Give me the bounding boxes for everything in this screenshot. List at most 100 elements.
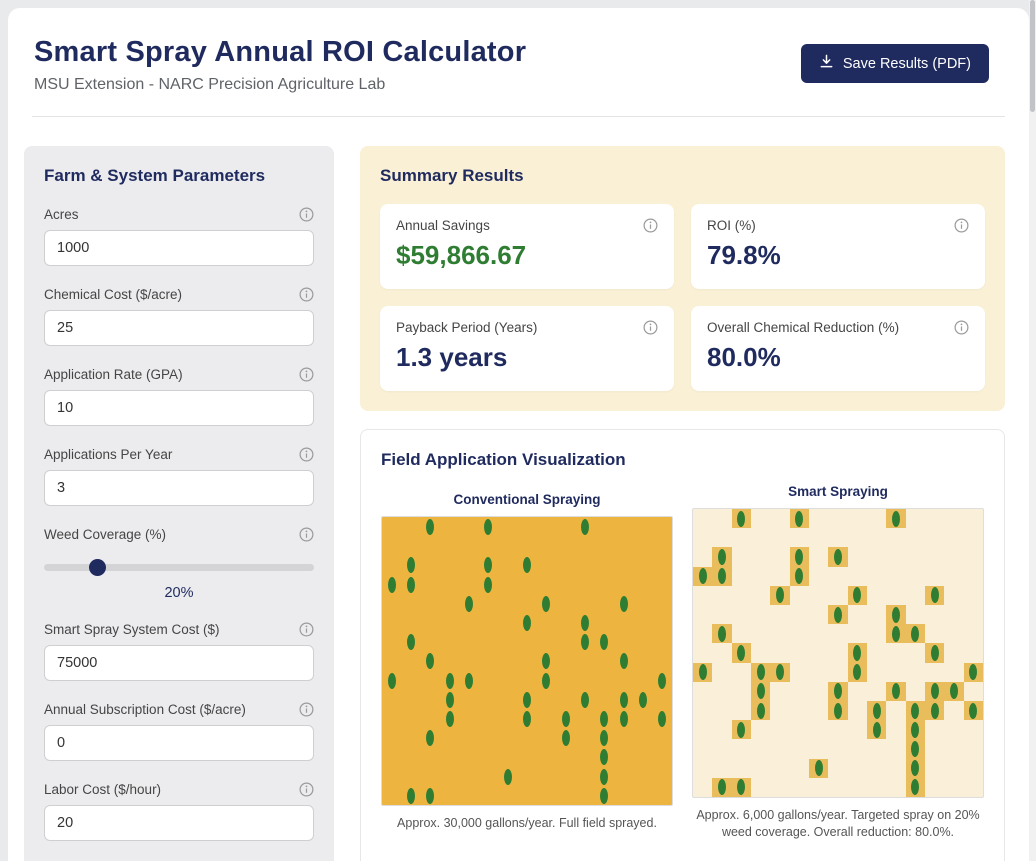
weed-marker xyxy=(718,568,726,585)
info-icon[interactable] xyxy=(299,287,314,302)
weed-marker xyxy=(619,711,628,728)
weed-marker xyxy=(853,664,862,681)
weed-marker xyxy=(445,691,454,708)
weed-marker xyxy=(911,760,920,777)
weed-marker xyxy=(737,510,746,527)
weed-marker xyxy=(930,683,939,700)
weed-marker xyxy=(523,711,531,728)
labor-cost-input[interactable] xyxy=(44,805,314,841)
weed-marker xyxy=(561,711,570,728)
field-label-applications-per-year: Applications Per Year xyxy=(44,447,173,462)
weed-marker xyxy=(484,557,493,574)
weed-marker xyxy=(600,634,609,651)
field-label-labor-cost: Labor Cost ($/hour) xyxy=(44,782,162,797)
weed-marker xyxy=(756,683,765,700)
weed-marker xyxy=(776,587,784,604)
weed-marker xyxy=(445,672,454,689)
weed-marker xyxy=(600,749,609,766)
weed-marker xyxy=(892,510,900,527)
conventional-title: Conventional Spraying xyxy=(453,492,601,508)
field-label-system-cost: Smart Spray System Cost ($) xyxy=(44,622,220,637)
weed-marker xyxy=(718,779,726,796)
field-weed-coverage: Weed Coverage (%) 20% xyxy=(44,527,314,601)
conventional-field xyxy=(381,516,673,807)
weed-marker xyxy=(911,741,920,757)
weed-marker xyxy=(911,625,920,642)
field-chemical-cost: Chemical Cost ($/acre) xyxy=(44,287,314,346)
chemical-cost-input[interactable] xyxy=(44,310,314,346)
weed-marker xyxy=(698,568,707,585)
info-icon[interactable] xyxy=(643,218,658,233)
info-icon[interactable] xyxy=(299,447,314,462)
header: Smart Spray Annual ROI Calculator MSU Ex… xyxy=(24,36,1005,94)
metric-label-roi: ROI (%) xyxy=(707,218,756,233)
weed-marker xyxy=(737,721,746,738)
field-system-cost: Smart Spray System Cost ($) xyxy=(44,622,314,681)
header-text: Smart Spray Annual ROI Calculator MSU Ex… xyxy=(34,36,526,94)
metric-annual-savings: Annual Savings $59,866.67 xyxy=(380,204,674,289)
weed-marker xyxy=(911,702,920,719)
conventional-column: Conventional Spraying Approx. 30,000 gal… xyxy=(381,492,673,832)
page-subtitle: MSU Extension - NARC Precision Agricultu… xyxy=(34,76,386,93)
metric-value-chemical-reduction: 80.0% xyxy=(707,342,781,372)
weed-coverage-slider-track[interactable] xyxy=(44,564,314,571)
weed-marker xyxy=(619,653,628,670)
weed-coverage-value: 20% xyxy=(164,585,194,601)
weed-marker xyxy=(542,595,551,612)
weed-coverage-slider-thumb[interactable] xyxy=(89,559,106,576)
weed-marker xyxy=(795,549,804,565)
applications-per-year-input[interactable] xyxy=(44,470,314,506)
weed-marker xyxy=(737,779,746,796)
weed-marker xyxy=(930,587,939,604)
weed-marker xyxy=(892,606,900,623)
application-rate-input[interactable] xyxy=(44,390,314,426)
weed-marker xyxy=(718,625,726,642)
system-cost-input[interactable] xyxy=(44,645,314,681)
weed-marker xyxy=(503,768,512,785)
subscription-cost-input[interactable] xyxy=(44,725,314,761)
info-icon[interactable] xyxy=(299,527,314,542)
conventional-caption: Approx. 30,000 gallons/year. Full field … xyxy=(397,816,657,831)
scrollbar-thumb[interactable] xyxy=(1030,0,1035,112)
info-icon[interactable] xyxy=(299,782,314,797)
weed-marker xyxy=(426,519,435,536)
weed-marker xyxy=(911,721,920,738)
info-icon[interactable] xyxy=(643,320,658,335)
weed-marker xyxy=(445,711,454,728)
weed-marker xyxy=(523,615,531,632)
info-icon[interactable] xyxy=(299,207,314,222)
scrollbar[interactable] xyxy=(1029,0,1036,861)
weed-marker xyxy=(795,568,804,585)
parameters-heading: Farm & System Parameters xyxy=(44,166,266,185)
weed-marker xyxy=(407,787,415,804)
weed-marker xyxy=(872,721,881,738)
info-icon[interactable] xyxy=(299,622,314,637)
smart-title: Smart Spraying xyxy=(788,484,888,499)
weed-marker xyxy=(872,702,881,719)
weed-marker xyxy=(581,634,589,651)
info-icon[interactable] xyxy=(954,320,969,335)
field-label-chemical-cost: Chemical Cost ($/acre) xyxy=(44,287,183,302)
weed-marker xyxy=(834,683,842,700)
info-icon[interactable] xyxy=(299,702,314,717)
weed-marker xyxy=(814,760,823,777)
metric-roi: ROI (%) 79.8% xyxy=(691,204,985,289)
metric-value-payback-period: 1.3 years xyxy=(396,342,508,372)
weed-marker xyxy=(853,587,862,604)
acres-input[interactable] xyxy=(44,230,314,266)
field-label-application-rate: Application Rate (GPA) xyxy=(44,367,183,382)
field-subscription-cost: Annual Subscription Cost ($/acre) xyxy=(44,702,314,761)
weed-marker xyxy=(387,672,396,689)
weed-marker xyxy=(581,615,589,632)
weed-marker xyxy=(581,691,589,708)
metric-value-annual-savings: $59,866.67 xyxy=(396,240,527,270)
field-label-acres: Acres xyxy=(44,207,79,222)
weed-marker xyxy=(969,664,978,681)
save-results-button[interactable]: Save Results (PDF) xyxy=(800,44,989,83)
weed-marker xyxy=(600,768,609,785)
info-icon[interactable] xyxy=(299,367,314,382)
info-icon[interactable] xyxy=(954,218,969,233)
page-title: Smart Spray Annual ROI Calculator xyxy=(34,36,527,68)
weed-marker xyxy=(834,702,842,719)
weed-marker xyxy=(387,576,396,593)
